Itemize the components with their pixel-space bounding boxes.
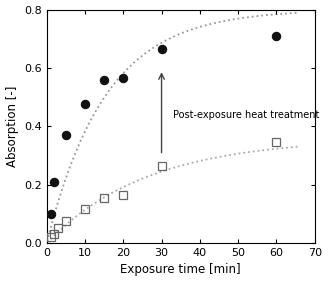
Text: Post-exposure heat treatment: Post-exposure heat treatment (173, 110, 319, 120)
Y-axis label: Absorption [-]: Absorption [-] (6, 86, 19, 167)
X-axis label: Exposure time [min]: Exposure time [min] (120, 263, 241, 276)
